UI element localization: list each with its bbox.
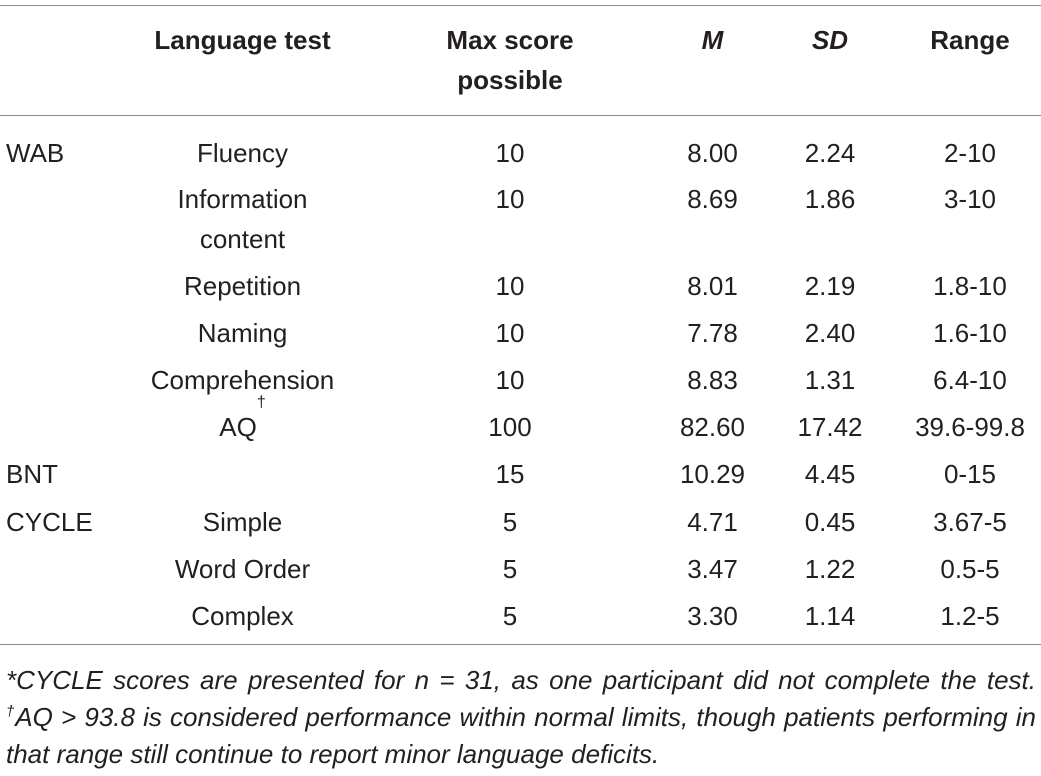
row-range: 39.6-99.8 xyxy=(915,412,1025,442)
dagger-mark: † xyxy=(256,394,266,411)
row-mean: 10.29 xyxy=(679,459,746,489)
table-bottom-rule xyxy=(0,644,1041,645)
row-sd: 2.24 xyxy=(804,138,856,168)
row-mean: 82.60 xyxy=(679,412,746,442)
header-mean: M xyxy=(701,25,724,55)
row-mean: 3.47 xyxy=(687,554,738,584)
row-range: 1.6-10 xyxy=(933,318,1007,348)
row-group: BNT xyxy=(6,459,58,489)
row-test: AQ xyxy=(219,412,257,442)
header-language-test: Language test xyxy=(154,25,331,55)
row-sd: 2.19 xyxy=(804,271,856,301)
row-group: CYCLE xyxy=(6,507,93,537)
header-sd: SD xyxy=(811,25,849,55)
row-range: 3-10 xyxy=(943,184,997,214)
footnote-part2: AQ > 93.8 is considered performance with… xyxy=(6,702,1036,769)
row-test: Naming xyxy=(197,318,288,348)
row-mean: 8.00 xyxy=(687,138,738,168)
header-max-score-line2: possible xyxy=(457,65,563,95)
header-max-score: Max score xyxy=(446,25,574,55)
row-range: 6.4-10 xyxy=(933,365,1007,395)
row-max: 10 xyxy=(495,318,525,348)
row-range: 1.2-5 xyxy=(940,601,1000,631)
row-max: 5 xyxy=(502,507,518,537)
row-sd: 0.45 xyxy=(804,507,856,537)
row-max: 15 xyxy=(495,459,525,489)
row-test: Complex xyxy=(191,601,294,631)
row-sd: 1.14 xyxy=(804,601,856,631)
row-sd: 4.45 xyxy=(804,459,856,489)
row-test-aq: AQ† xyxy=(115,395,370,447)
row-range: 0-15 xyxy=(943,459,997,489)
footnote-part1: *CYCLE scores are presented for n = 31, … xyxy=(6,665,1036,695)
row-max: 10 xyxy=(495,138,525,168)
row-sd: 1.86 xyxy=(804,184,856,214)
row-test: Fluency xyxy=(196,138,289,168)
row-sd: 1.31 xyxy=(804,365,856,395)
row-max: 5 xyxy=(502,554,518,584)
row-test: Repetition xyxy=(183,271,302,301)
row-sd: 17.42 xyxy=(797,412,863,442)
row-mean: 8.69 xyxy=(687,184,738,214)
row-mean: 8.83 xyxy=(687,365,738,395)
header-range: Range xyxy=(930,25,1010,55)
row-range: 0.5-5 xyxy=(940,554,1000,584)
row-test: Word Order xyxy=(174,554,311,584)
header-bottom-rule xyxy=(0,115,1041,116)
row-sd: 1.22 xyxy=(804,554,856,584)
row-mean: 8.01 xyxy=(687,271,738,301)
table-footnote: *CYCLE scores are presented for n = 31, … xyxy=(6,662,1036,773)
row-test: Simple xyxy=(202,507,283,537)
row-sd: 2.40 xyxy=(804,318,856,348)
row-test: Information xyxy=(177,184,308,214)
row-max: 5 xyxy=(502,601,518,631)
table-top-rule xyxy=(0,5,1041,6)
row-mean: 7.78 xyxy=(687,318,738,348)
row-range: 1.8-10 xyxy=(933,271,1007,301)
row-max: 10 xyxy=(495,365,525,395)
row-max: 100 xyxy=(488,412,532,442)
row-mean: 4.71 xyxy=(687,507,738,537)
footnote-dagger: † xyxy=(6,703,16,721)
row-test: Comprehension xyxy=(150,365,335,395)
row-range: 2-10 xyxy=(943,138,997,168)
row-max: 10 xyxy=(495,271,525,301)
row-range: 3.67-5 xyxy=(933,507,1007,537)
row-mean: 3.30 xyxy=(687,601,738,631)
row-test-line2: content xyxy=(199,224,286,254)
row-max: 10 xyxy=(495,184,525,214)
row-group: WAB xyxy=(6,138,65,168)
